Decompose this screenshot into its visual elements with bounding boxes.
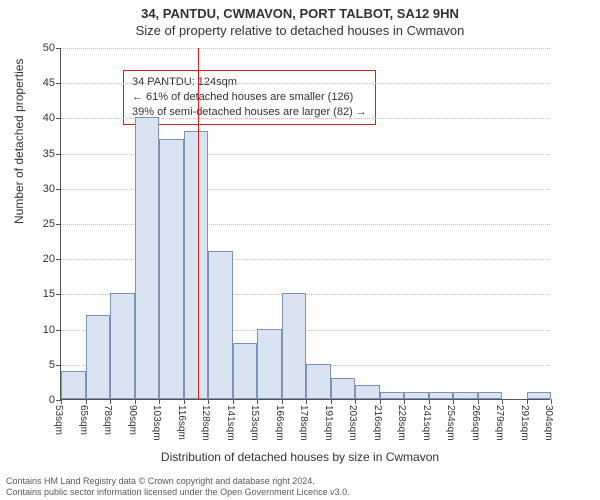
x-tick-label: 153sqm	[249, 405, 260, 441]
grid-line	[61, 48, 550, 49]
chart-title-address: 34, PANTDU, CWMAVON, PORT TALBOT, SA12 9…	[0, 0, 600, 21]
x-tick-mark	[331, 399, 332, 404]
histogram-bar	[61, 371, 86, 399]
y-tick-mark	[56, 83, 61, 84]
x-tick-mark	[257, 399, 258, 404]
histogram-bar	[478, 392, 503, 399]
y-tick-mark	[56, 294, 61, 295]
x-tick-mark	[208, 399, 209, 404]
histogram-bar	[86, 315, 111, 399]
x-tick-mark	[404, 399, 405, 404]
x-tick-mark	[478, 399, 479, 404]
x-tick-mark	[355, 399, 356, 404]
x-tick-mark	[159, 399, 160, 404]
info-box: 34 PANTDU: 124sqm ← 61% of detached hous…	[123, 70, 376, 125]
histogram-bar	[208, 251, 233, 399]
y-tick-mark	[56, 154, 61, 155]
x-tick-label: 53sqm	[53, 405, 64, 435]
x-tick-mark	[135, 399, 136, 404]
histogram-bar	[453, 392, 478, 399]
x-tick-label: 228sqm	[396, 405, 407, 441]
x-tick-mark	[61, 399, 62, 404]
histogram-bar	[527, 392, 552, 399]
x-tick-mark	[184, 399, 185, 404]
histogram-bar	[380, 392, 405, 399]
x-tick-label: 141sqm	[225, 405, 236, 441]
y-tick-mark	[56, 48, 61, 49]
histogram-bar	[159, 139, 184, 399]
x-tick-mark	[306, 399, 307, 404]
histogram-bar	[282, 293, 307, 399]
x-tick-label: 291sqm	[519, 405, 530, 441]
x-tick-label: 78sqm	[102, 405, 113, 435]
histogram-bar	[233, 343, 258, 399]
grid-line	[61, 83, 550, 84]
x-tick-label: 241sqm	[421, 405, 432, 441]
histogram-bar	[257, 329, 282, 399]
x-tick-label: 178sqm	[298, 405, 309, 441]
y-axis-label: Number of detached properties	[12, 59, 26, 224]
x-tick-label: 103sqm	[151, 405, 162, 441]
histogram-bar	[331, 378, 356, 399]
y-tick-mark	[56, 330, 61, 331]
y-tick-mark	[56, 365, 61, 366]
histogram-bar	[184, 131, 209, 399]
x-tick-mark	[453, 399, 454, 404]
x-tick-label: 304sqm	[543, 405, 554, 441]
x-tick-label: 266sqm	[470, 405, 481, 441]
histogram-bar	[429, 392, 454, 399]
chart-title-sub: Size of property relative to detached ho…	[0, 21, 600, 38]
histogram-bar	[110, 293, 135, 399]
x-tick-mark	[380, 399, 381, 404]
plot-inner: 34 PANTDU: 124sqm ← 61% of detached hous…	[60, 48, 550, 400]
property-marker-line	[198, 48, 199, 399]
x-tick-mark	[86, 399, 87, 404]
x-tick-label: 254sqm	[445, 405, 456, 441]
histogram-bar	[355, 385, 380, 399]
y-tick-mark	[56, 224, 61, 225]
y-tick-mark	[56, 118, 61, 119]
histogram-bar	[135, 117, 160, 399]
x-tick-label: 203sqm	[347, 405, 358, 441]
histogram-bar	[306, 364, 331, 399]
x-tick-mark	[551, 399, 552, 404]
y-tick-mark	[56, 259, 61, 260]
x-tick-mark	[429, 399, 430, 404]
footer-attribution: Contains HM Land Registry data © Crown c…	[6, 476, 350, 499]
x-tick-label: 65sqm	[78, 405, 89, 435]
histogram-bar	[404, 392, 429, 399]
y-tick-mark	[56, 189, 61, 190]
x-tick-mark	[502, 399, 503, 404]
x-tick-label: 191sqm	[323, 405, 334, 441]
x-tick-mark	[233, 399, 234, 404]
x-tick-label: 90sqm	[127, 405, 138, 435]
x-tick-label: 166sqm	[274, 405, 285, 441]
footer-line2: Contains public sector information licen…	[6, 487, 350, 498]
footer-line1: Contains HM Land Registry data © Crown c…	[6, 476, 350, 487]
x-tick-label: 116sqm	[176, 405, 187, 440]
info-box-line3: 39% of semi-detached houses are larger (…	[132, 105, 367, 120]
x-tick-label: 128sqm	[200, 405, 211, 441]
x-tick-mark	[527, 399, 528, 404]
plot-area: 34 PANTDU: 124sqm ← 61% of detached hous…	[60, 48, 550, 400]
x-tick-mark	[282, 399, 283, 404]
x-axis-label: Distribution of detached houses by size …	[0, 450, 600, 464]
x-tick-label: 279sqm	[494, 405, 505, 441]
info-box-line2: ← 61% of detached houses are smaller (12…	[132, 90, 367, 105]
x-tick-mark	[110, 399, 111, 404]
x-tick-label: 216sqm	[372, 405, 383, 441]
